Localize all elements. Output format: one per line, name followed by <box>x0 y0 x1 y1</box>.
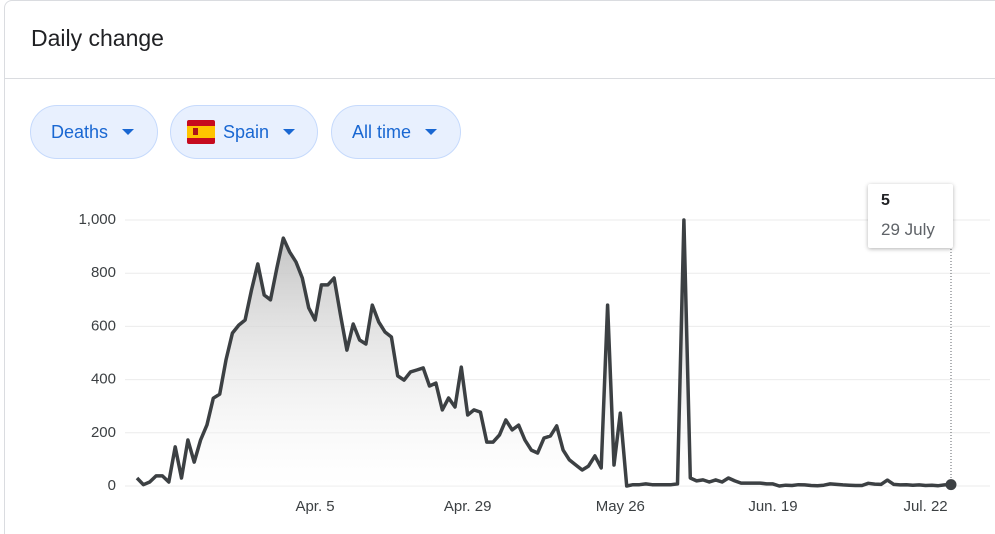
range-chip[interactable]: All time <box>331 105 461 159</box>
chip-label: Spain <box>223 121 270 142</box>
flag <box>187 120 215 144</box>
y-tick-label: 400 <box>91 371 116 388</box>
y-tick-label: 0 <box>108 477 116 494</box>
area <box>137 220 951 486</box>
y-tick-label: 200 <box>91 424 116 441</box>
separator <box>5 78 995 79</box>
caret <box>122 129 135 135</box>
metric-chip[interactable]: Deaths <box>30 105 158 159</box>
y-tick-label: 1,000 <box>78 211 116 228</box>
card: Daily change <box>4 0 995 534</box>
hover-point <box>945 479 957 491</box>
tooltip-value: 5 <box>881 192 890 209</box>
x-tick-label: Apr. 5 <box>295 498 334 515</box>
chip-label: Deaths <box>51 121 109 142</box>
line <box>135 218 952 488</box>
x-tick-label: Jun. 19 <box>748 498 797 515</box>
x-tick-label: Apr. 29 <box>444 498 492 515</box>
tooltip-date: 29 July <box>881 220 935 239</box>
caret <box>425 129 438 135</box>
card-title: Daily change <box>31 25 164 51</box>
chip-label: All time <box>352 121 412 142</box>
country-chip[interactable]: Spain <box>170 105 318 159</box>
caret <box>283 129 296 135</box>
x-tick-label: Jul. 22 <box>903 498 947 515</box>
y-tick-label: 800 <box>91 264 116 281</box>
y-tick-label: 600 <box>91 317 116 334</box>
x-tick-label: May 26 <box>596 498 645 515</box>
tooltip: 5 29 July <box>868 184 953 248</box>
